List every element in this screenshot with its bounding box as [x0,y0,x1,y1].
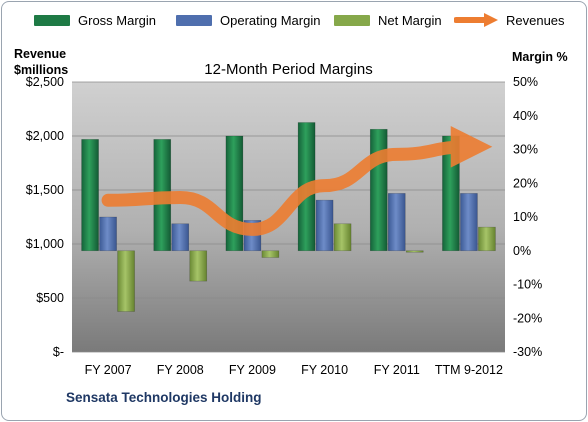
gridlines [72,81,505,353]
bar-net-margin [405,250,424,253]
category-label: FY 2011 [374,363,420,377]
bar-gross-margin [81,139,99,252]
left-axis-title-line-1: Revenue [14,47,67,61]
bar-net-margin [189,250,208,282]
chart-title: 12-Month Period Margins [204,61,372,78]
category-label: TTM 9-2012 [435,363,503,377]
legend-item-operating-margin: Operating Margin [176,10,320,30]
right-tick-label: 10% [513,210,538,224]
revenue-line-series [101,126,493,236]
category-label: FY 2009 [229,363,276,377]
legend-label-gross: Gross Margin [78,12,157,28]
category-label: FY 2010 [301,363,348,377]
bar-operating-margin [460,193,478,252]
legend-item-gross-margin: Gross Margin [34,10,156,30]
right-tick-label: -20% [513,311,542,325]
left-axis-ticks: $- $500 $1,000 $1,500 $2,000 $2,500 [26,75,64,359]
bar-operating-margin [171,223,190,252]
revenue-line [101,126,493,236]
right-tick-label: 50% [513,75,538,89]
bar-operating-margin [387,193,406,252]
right-tick-label: 20% [513,176,538,190]
legend-item-net-margin: Net Margin [334,10,442,30]
legend-swatch-gross [34,14,70,26]
right-tick-label: 0% [513,244,531,258]
left-tick-label: $2,000 [26,129,64,143]
left-axis-title-line-2: $millions [14,63,69,77]
left-tick-label: $1,000 [26,237,64,251]
bar-net-margin [333,223,352,252]
right-tick-label: -10% [513,278,542,292]
bar-operating-margin [315,199,334,252]
left-axis-title: Revenue $millions [14,46,84,78]
right-axis-ticks: -30% -20% -10% 0% 10% 20% 30% 40% 50% [513,75,542,359]
category-label: FY 2008 [157,363,204,377]
legend-label-net: Net Margin [378,12,442,28]
left-tick-label: $500 [36,291,64,305]
legend-item-revenues: Revenues [453,10,565,30]
bar-operating-margin [99,216,117,252]
legend-label-revenues: Revenues [506,12,565,28]
bar-gross-margin [369,128,388,252]
right-tick-label: 40% [513,109,538,123]
category-label: FY 2007 [85,363,132,377]
legend-swatch-operating [176,14,212,26]
bar-net-margin [117,250,135,312]
legend-swatch-revenues-arrow-icon [453,13,498,27]
bar-net-margin [478,226,496,252]
left-tick-label: $2,500 [26,75,64,89]
right-tick-label: -30% [513,345,542,359]
legend-label-operating: Operating Margin [220,12,321,28]
company-name: Sensata Technologies Holding [66,390,262,405]
left-tick-label: $- [53,345,64,359]
bar-net-margin [261,250,280,258]
legend: Gross Margin Operating Margin Net Margin… [14,10,574,32]
left-tick-label: $1,500 [26,183,64,197]
category-labels: FY 2007 FY 2008 FY 2009 FY 2010 FY 2011 TTM 9… [85,363,503,377]
legend-swatch-net [334,14,370,26]
right-axis-title: Margin % [512,50,568,64]
right-tick-label: 30% [513,143,538,157]
